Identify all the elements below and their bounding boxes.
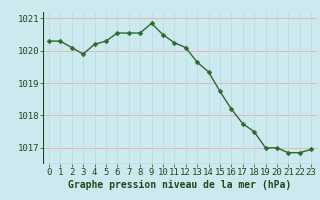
X-axis label: Graphe pression niveau de la mer (hPa): Graphe pression niveau de la mer (hPa) (68, 180, 292, 190)
